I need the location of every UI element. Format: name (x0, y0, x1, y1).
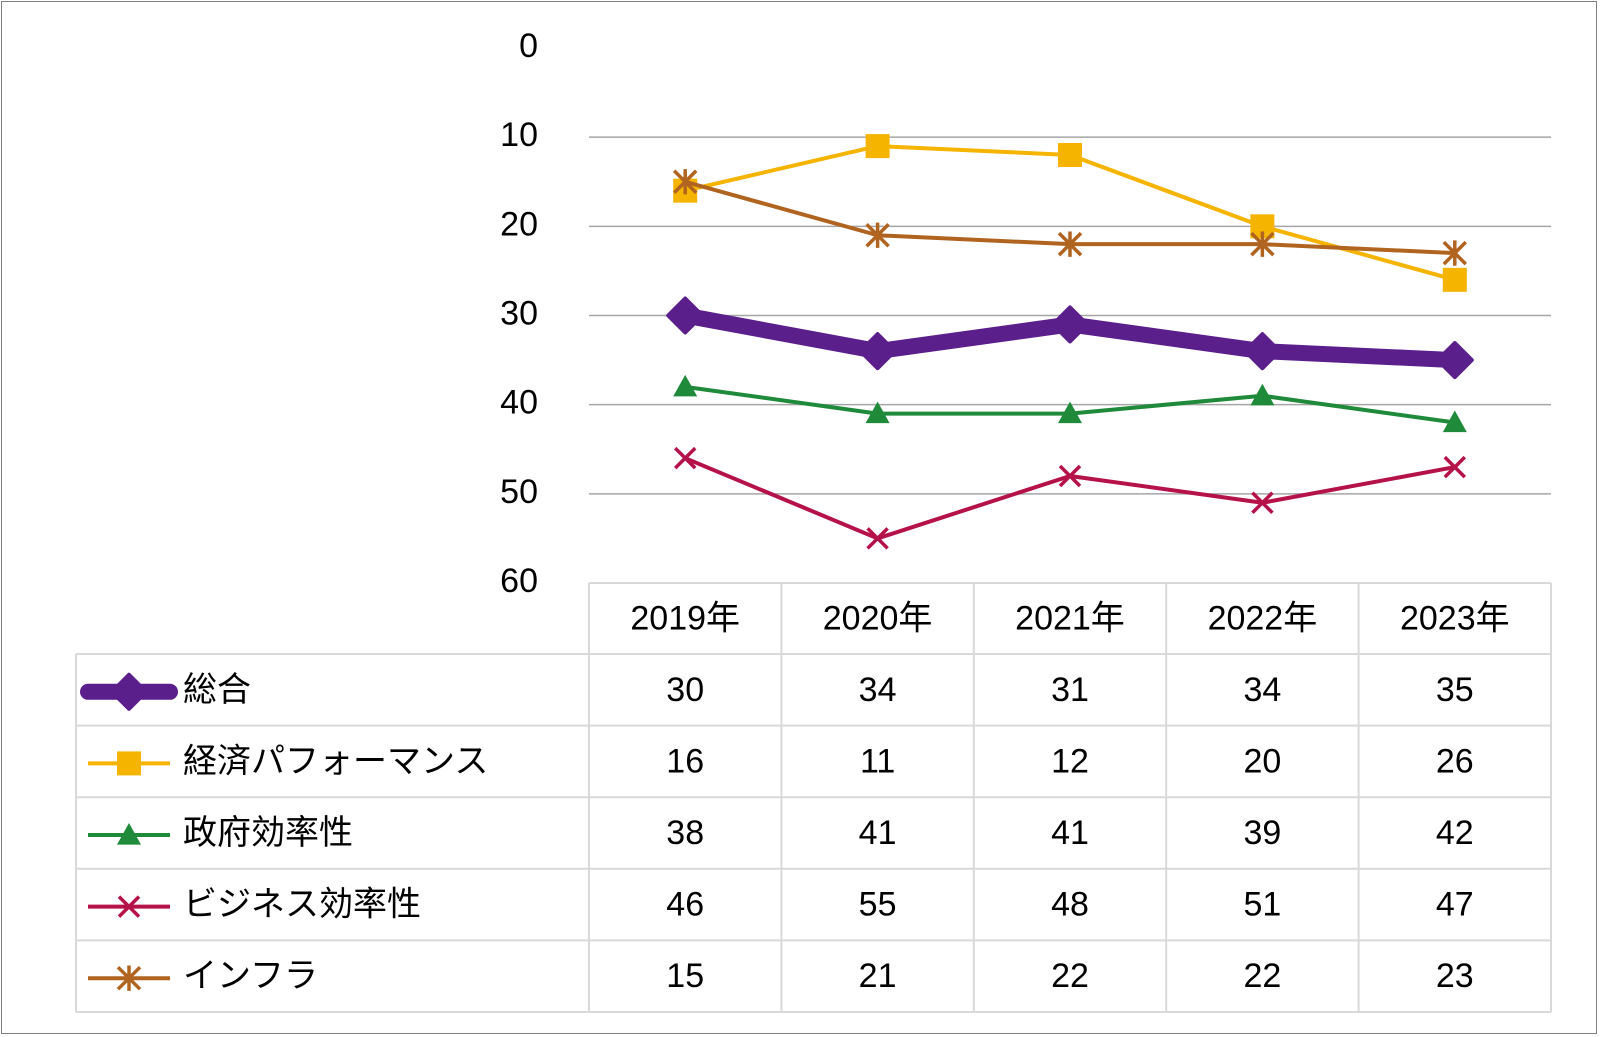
table-cell: 34 (1243, 671, 1281, 709)
legend-label: インフラ (183, 957, 318, 995)
table-cell: 16 (666, 742, 704, 780)
legend-key-0 (80, 672, 178, 711)
legend-marker (117, 823, 141, 845)
data-point (865, 401, 890, 424)
y-tick-label: 40 (500, 384, 538, 422)
x-category-label: 2020年 (823, 599, 933, 637)
y-tick-label: 60 (500, 562, 538, 600)
legend-label: 経済パフォーマンス (183, 742, 488, 780)
x-category-label: 2022年 (1208, 599, 1318, 637)
data-point (1442, 240, 1468, 266)
y-axis-ticks: 0 10 20 30 40 50 60 (500, 27, 538, 600)
table-cell: 47 (1436, 886, 1474, 924)
y-tick-label: 10 (500, 116, 538, 154)
x-category-label: 2019年 (630, 599, 740, 637)
table-cell: 30 (666, 671, 704, 709)
series-lines (666, 134, 1474, 550)
table-cell: 34 (859, 671, 897, 709)
table-cell: 31 (1051, 671, 1089, 709)
y-tick-label: 20 (500, 205, 538, 243)
table-cell: 55 (859, 886, 897, 924)
x-category-label: 2023年 (1400, 599, 1510, 637)
series-3 (673, 446, 1467, 550)
legend-marker (110, 672, 148, 711)
table-cell: 51 (1243, 886, 1281, 924)
table-cell: 11 (860, 742, 895, 780)
table-cell: 41 (859, 814, 897, 852)
data-point (1443, 455, 1467, 479)
table-cell: 21 (859, 957, 897, 995)
table-cell: 35 (1436, 671, 1474, 709)
table-cell: 22 (1051, 957, 1089, 995)
legend-label: 総合 (183, 671, 251, 709)
legend-key-4 (88, 965, 170, 991)
series-4 (672, 169, 1468, 266)
data-point (1051, 305, 1089, 344)
legend-label: ビジネス効率性 (183, 886, 421, 924)
series-1 (673, 134, 1467, 292)
data-point (666, 296, 705, 335)
series-0 (666, 296, 1474, 380)
legend-marker (117, 751, 141, 776)
table-cell: 48 (1051, 886, 1089, 924)
table-cell: 38 (666, 814, 704, 852)
data-point (1251, 491, 1274, 514)
data-point (1442, 410, 1467, 433)
table-cell: 22 (1243, 957, 1281, 995)
table-cell: 20 (1243, 742, 1281, 780)
legend-key-2 (88, 823, 170, 845)
data-point (1250, 231, 1275, 257)
table-cell: 15 (666, 957, 704, 995)
x-category-label: 2021年 (1015, 599, 1125, 637)
data-point (1058, 143, 1082, 167)
data-point (865, 134, 890, 159)
data-point (865, 222, 890, 248)
y-tick-label: 0 (519, 27, 538, 65)
data-point (673, 446, 697, 470)
data-point (1058, 464, 1082, 488)
series-line (683, 456, 1457, 541)
data-point (1435, 341, 1474, 380)
table-cell: 41 (1051, 814, 1089, 852)
data-point (1442, 267, 1467, 292)
data-point (673, 374, 698, 397)
data-point (858, 332, 897, 371)
table-cell: 46 (666, 886, 704, 924)
y-tick-label: 50 (500, 473, 538, 511)
table-cell: 42 (1436, 814, 1474, 852)
table-cell: 26 (1436, 742, 1474, 780)
data-point (866, 527, 889, 550)
data-point (1250, 383, 1275, 406)
table-cell: 39 (1243, 814, 1281, 852)
data-point (1058, 401, 1082, 424)
table-cell: 23 (1436, 957, 1474, 995)
series-2 (673, 374, 1467, 433)
data-point (1057, 231, 1083, 257)
y-tick-label: 30 (500, 294, 538, 332)
legend-marker (117, 895, 141, 918)
legend-key-1 (88, 751, 170, 776)
data-point (1243, 332, 1282, 371)
legend-label: 政府効率性 (183, 814, 353, 852)
legend-key-3 (88, 895, 170, 918)
table-cell: 12 (1051, 742, 1089, 780)
data-point (672, 169, 698, 195)
legend-marker (116, 965, 142, 991)
